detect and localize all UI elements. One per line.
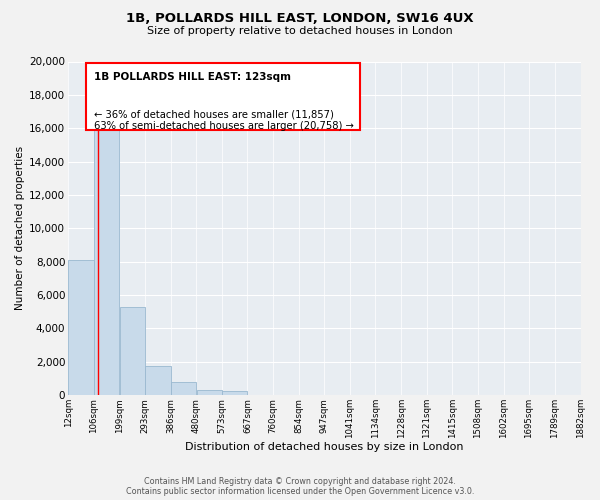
Bar bbox=[222, 390, 247, 395]
Text: Size of property relative to detached houses in London: Size of property relative to detached ho… bbox=[147, 26, 453, 36]
Bar bbox=[94, 120, 119, 395]
Y-axis label: Number of detached properties: Number of detached properties bbox=[15, 146, 25, 310]
Bar bbox=[171, 382, 196, 395]
Bar bbox=[145, 366, 170, 395]
Text: 1B POLLARDS HILL EAST: 123sqm: 1B POLLARDS HILL EAST: 123sqm bbox=[94, 72, 290, 82]
Text: 1B, POLLARDS HILL EAST, LONDON, SW16 4UX: 1B, POLLARDS HILL EAST, LONDON, SW16 4UX bbox=[126, 12, 474, 26]
Bar bbox=[197, 390, 222, 395]
Bar bbox=[119, 307, 145, 395]
Bar bbox=[68, 260, 94, 395]
FancyBboxPatch shape bbox=[86, 63, 360, 130]
X-axis label: Distribution of detached houses by size in London: Distribution of detached houses by size … bbox=[185, 442, 464, 452]
Text: Contains HM Land Registry data © Crown copyright and database right 2024.
Contai: Contains HM Land Registry data © Crown c… bbox=[126, 476, 474, 496]
Text: ← 36% of detached houses are smaller (11,857)
63% of semi-detached houses are la: ← 36% of detached houses are smaller (11… bbox=[94, 110, 353, 132]
